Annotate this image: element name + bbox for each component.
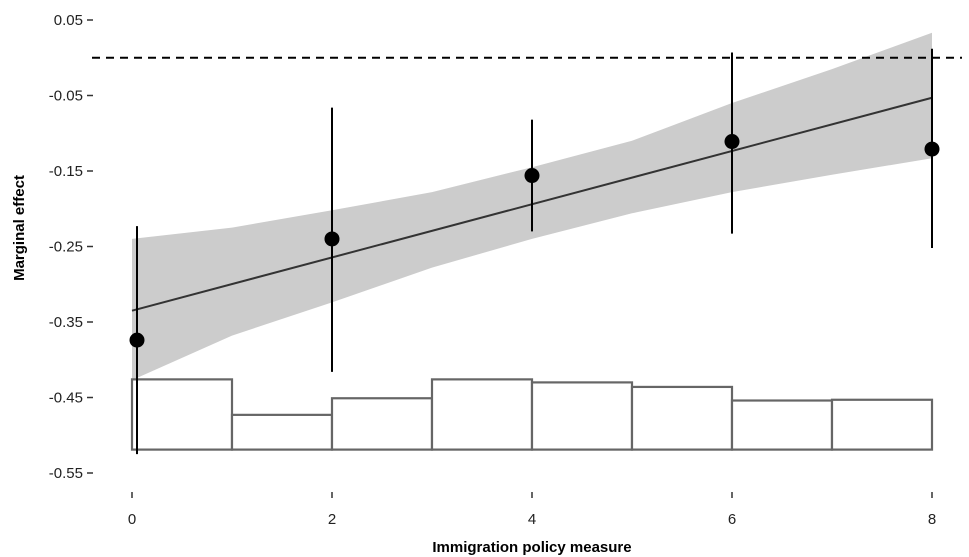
y-tick-label: -0.15 <box>49 163 83 180</box>
histogram-bar <box>730 399 834 451</box>
y-tick-label: -0.25 <box>49 239 83 256</box>
y-tick-label: 0.05 <box>54 12 83 29</box>
histogram-layer <box>130 378 934 451</box>
points-layer <box>129 134 940 348</box>
data-point <box>924 141 940 157</box>
histogram-bar <box>230 413 334 451</box>
axes-layer: 0.05 -0.05 -0.15 -0.25 -0.35 -0.45 -0.55 0 2 4 6 8 <box>49 12 936 528</box>
histogram-bar <box>630 385 734 451</box>
x-tick-label: 8 <box>928 511 936 528</box>
y-tick-label: -0.05 <box>49 88 83 105</box>
histogram-bar <box>430 378 534 451</box>
y-axis-title: Marginal effect <box>11 175 28 281</box>
x-axis-title: Immigration policy measure <box>432 539 631 556</box>
x-tick-label: 6 <box>728 511 736 528</box>
x-tick-label: 2 <box>328 511 336 528</box>
data-point <box>324 231 340 247</box>
y-tick-label: -0.55 <box>49 465 83 482</box>
histogram-bar <box>330 397 434 451</box>
y-tick-label: -0.45 <box>49 390 83 407</box>
data-point <box>129 332 145 348</box>
y-tick-label: -0.35 <box>49 314 83 331</box>
histogram-bar <box>830 398 934 451</box>
data-point <box>524 168 540 184</box>
x-tick-label: 0 <box>128 511 136 528</box>
x-tick-label: 4 <box>528 511 536 528</box>
data-point <box>724 134 740 150</box>
histogram-bar <box>130 378 234 451</box>
histogram-bar <box>530 381 634 451</box>
